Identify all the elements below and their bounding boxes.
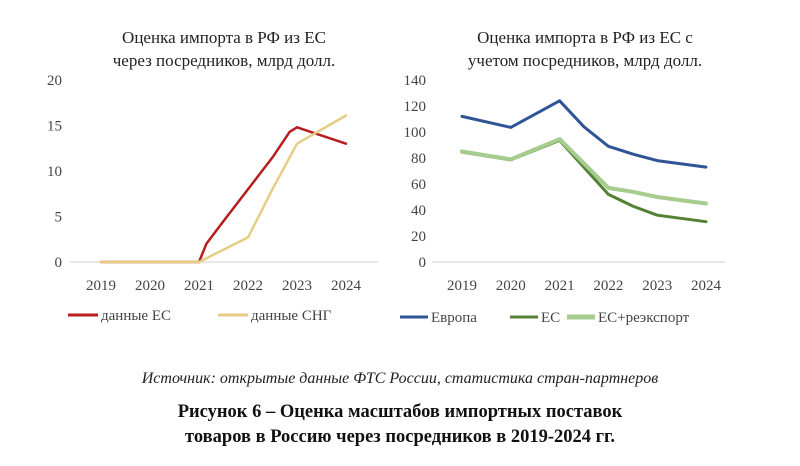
- right-series-line-3: [460, 137, 708, 206]
- right-chart-title-line-2: учетом посредников, млрд долл.: [468, 51, 702, 70]
- right-y-tick-label: 40: [411, 203, 426, 219]
- left-legend-label-1: данные ЕС: [101, 308, 171, 324]
- left-y-tick-label: 0: [55, 255, 63, 271]
- left-y-tick-label: 10: [47, 164, 62, 180]
- right-y-tick-label: 100: [404, 125, 427, 141]
- right-y-tick-label: 20: [411, 229, 426, 245]
- left-chart-title-line-1: Оценка импорта в РФ из ЕС: [122, 28, 326, 47]
- left-x-tick-label: 2021: [184, 278, 214, 294]
- left-chart-title-line-2: через посредников, млрд долл.: [113, 51, 336, 70]
- right-x-tick-label: 2020: [496, 278, 526, 294]
- right-x-tick-label: 2019: [447, 278, 477, 294]
- left-x-tick-label: 2019: [86, 278, 116, 294]
- left-series-line-2: [99, 114, 348, 264]
- left-y-tick-label: 15: [47, 119, 62, 135]
- left-y-tick-label: 5: [55, 210, 63, 226]
- chart-left: Оценка импорта в РФ из ЕС через посредник…: [47, 28, 378, 324]
- right-y-tick-label: 80: [411, 151, 426, 167]
- right-y-tick-label: 140: [404, 73, 427, 89]
- right-series-line-2: [460, 138, 708, 224]
- left-x-tick-label: 2023: [282, 278, 312, 294]
- left-x-tick-label: 2020: [135, 278, 165, 294]
- caption-line-2: товаров в Россию через посредников в 201…: [185, 427, 615, 447]
- right-x-tick-label: 2024: [691, 278, 722, 294]
- right-x-tick-label: 2021: [545, 278, 575, 294]
- right-chart-title-line-1: Оценка импорта в РФ из ЕС с: [477, 28, 693, 47]
- left-x-tick-label: 2022: [233, 278, 263, 294]
- right-legend-label-1: Европа: [431, 310, 477, 326]
- left-x-tick-label: 2024: [331, 278, 362, 294]
- chart-right: Оценка импорта в РФ из ЕС с учетом посред…: [400, 28, 725, 326]
- right-x-tick-label: 2022: [593, 278, 623, 294]
- right-series-line-1: [460, 99, 708, 169]
- left-series-line-1: [99, 126, 348, 264]
- source-note: Источник: открытые данные ФТС России, ст…: [141, 370, 659, 387]
- caption-line-1: Рисунок 6 – Оценка масштабов импортных п…: [177, 402, 623, 422]
- left-legend-label-2: данные СНГ: [251, 308, 332, 324]
- right-y-tick-label: 60: [411, 177, 426, 193]
- right-legend-label-2: ЕС: [541, 310, 560, 326]
- right-x-tick-label: 2023: [642, 278, 672, 294]
- right-y-tick-label: 0: [419, 255, 427, 271]
- left-y-tick-label: 20: [47, 73, 62, 89]
- figure-caption: Рисунок 6 – Оценка масштабов импортных п…: [0, 400, 800, 450]
- right-y-tick-label: 120: [404, 99, 427, 115]
- right-legend-label-3: ЕС+реэкспорт: [598, 310, 690, 326]
